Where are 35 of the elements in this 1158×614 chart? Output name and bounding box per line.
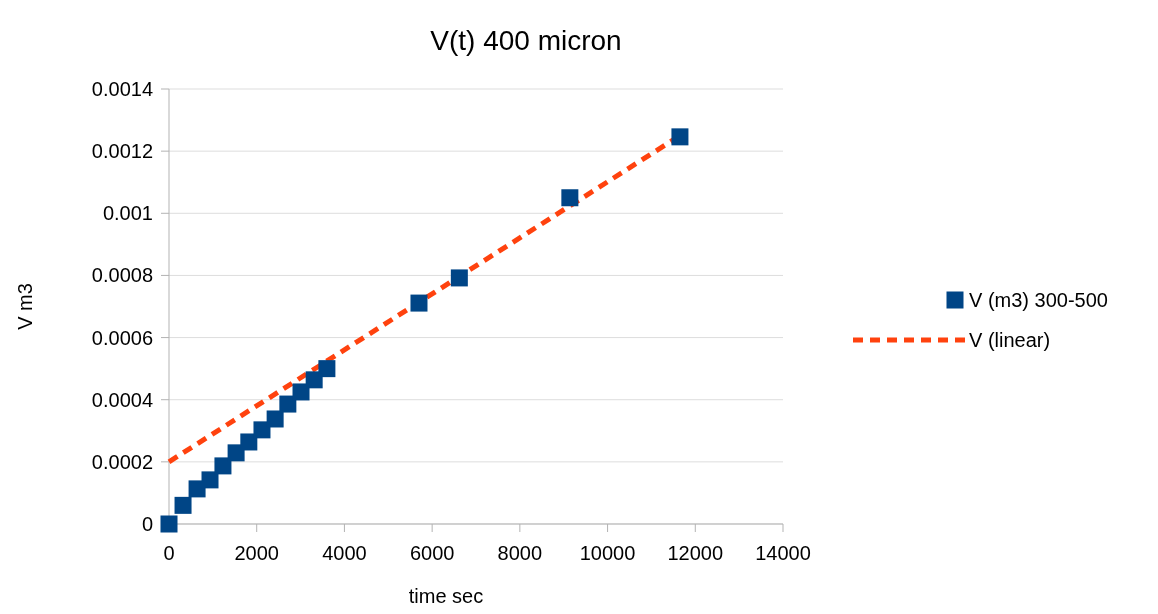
point	[214, 457, 232, 475]
y-tick-label: 0.0006	[91, 326, 153, 349]
y-tick-label: 0.0004	[91, 388, 153, 411]
x-tick-label: 2000	[234, 542, 279, 564]
x-tick-label: 10000	[579, 542, 636, 564]
legend-label: V (linear)	[969, 329, 1051, 351]
point	[450, 269, 468, 287]
x-tick-label: 8000	[497, 542, 543, 564]
legend-label: V (m3) 300-500	[969, 289, 1108, 311]
point	[561, 189, 579, 207]
x-tick-label: 6000	[409, 542, 455, 564]
y-tick-label: 0.001	[102, 202, 153, 225]
point	[240, 433, 258, 451]
chart-title: V(t) 400 micron	[430, 25, 622, 56]
x-axis-title: time sec	[408, 585, 484, 607]
point	[292, 383, 310, 401]
x-tick-label: 0	[163, 542, 175, 564]
y-axis-title: V m3	[14, 283, 36, 330]
point	[410, 294, 428, 312]
x-tick-label: 4000	[322, 542, 367, 564]
point	[279, 395, 297, 413]
x-tick-label: 14000	[755, 542, 811, 564]
y-tick-label: 0.0012	[91, 140, 153, 163]
x-tick-label: 12000	[667, 542, 724, 564]
point	[266, 410, 284, 428]
point	[160, 515, 178, 533]
y-tick-label: 0.0002	[91, 450, 153, 473]
point	[201, 471, 219, 489]
y-tick-label: 0.0008	[91, 264, 153, 287]
point	[671, 128, 689, 146]
point	[253, 421, 271, 439]
point	[318, 360, 336, 378]
y-tick-label: 0	[141, 513, 153, 535]
point	[174, 496, 192, 514]
y-tick-label: 0.0014	[91, 78, 153, 100]
